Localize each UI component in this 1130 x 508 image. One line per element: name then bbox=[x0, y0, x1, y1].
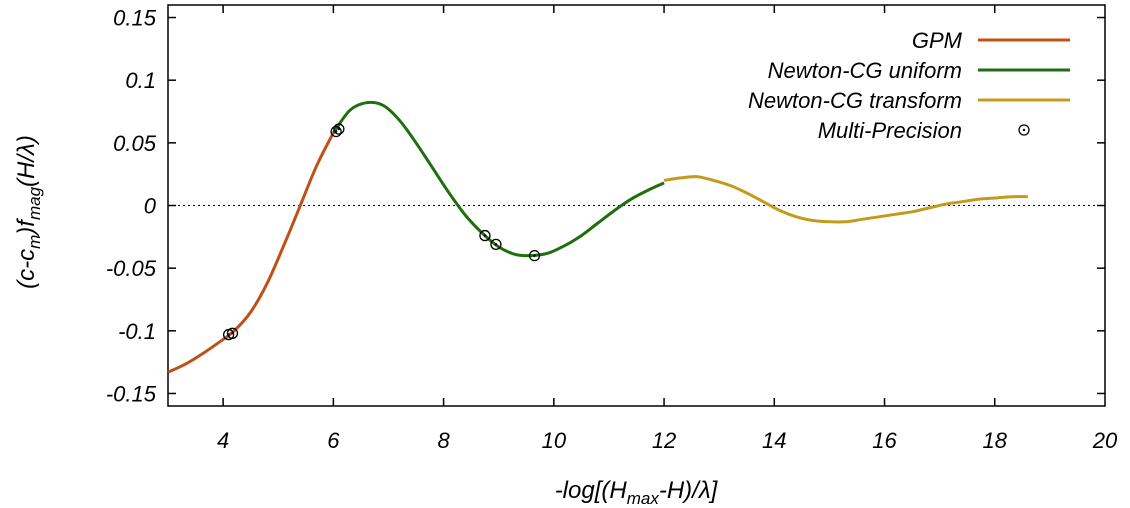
y-label-p1: (c-c bbox=[13, 249, 40, 289]
x-tick-label: 14 bbox=[762, 428, 786, 453]
x-label-sub: max bbox=[627, 489, 660, 508]
legend-label-gpm: GPM bbox=[912, 28, 963, 53]
y-tick-label: -0.1 bbox=[118, 319, 156, 344]
x-tick-label: 6 bbox=[327, 428, 340, 453]
y-axis-label: (c-cm)fmag(H/λ) bbox=[13, 135, 44, 289]
x-tick-label: 16 bbox=[872, 428, 897, 453]
series-multi-precision-point bbox=[490, 238, 502, 250]
y-label-s1: m bbox=[25, 235, 44, 249]
y-tick-label: 0 bbox=[144, 194, 157, 219]
axis-ticks: 4 6 8 10 12 14 16 18 20 0.15 0.1 0.05 0 -0.05 -0.1 -0.1… bbox=[106, 5, 1118, 453]
x-tick-label: 10 bbox=[542, 428, 567, 453]
y-tick-label: 0.05 bbox=[113, 131, 157, 156]
y-tick-label: 0.15 bbox=[113, 6, 157, 31]
y-label-s2: mag bbox=[25, 186, 44, 220]
legend-label-newton-cg-uniform: Newton-CG uniform bbox=[768, 58, 962, 83]
legend: GPM Newton-CG uniform Newton-CG transform M… bbox=[748, 28, 1070, 143]
series-multi-precision-point bbox=[333, 123, 345, 135]
x-tick-label: 8 bbox=[437, 428, 450, 453]
legend-swatch-multi-precision bbox=[1018, 124, 1030, 136]
x-label-suffix: -H)/λ] bbox=[659, 477, 719, 504]
x-tick-label: 18 bbox=[983, 428, 1008, 453]
legend-label-multi-precision: Multi-Precision bbox=[818, 118, 962, 143]
series-newton-cg-uniform-line bbox=[332, 100, 665, 258]
x-tick-label: 4 bbox=[217, 428, 229, 453]
x-axis-label: -log[(Hmax-H)/λ] bbox=[555, 477, 719, 508]
y-label-p3: (H/λ) bbox=[13, 135, 40, 187]
x-tick-label: 12 bbox=[652, 428, 676, 453]
x-tick-label: 20 bbox=[1092, 428, 1118, 453]
x-label-prefix: -log[(H bbox=[555, 477, 628, 504]
series-multi-precision-point bbox=[226, 327, 239, 339]
y-label-p2: )f bbox=[13, 218, 40, 238]
series-gpm-line bbox=[167, 132, 335, 374]
legend-label-newton-cg-transform: Newton-CG transform bbox=[748, 88, 962, 113]
series-newton-cg-transform-line bbox=[663, 175, 1028, 224]
series-layer bbox=[167, 100, 1028, 374]
series-multi-precision-point bbox=[528, 249, 541, 262]
series-multi-precision-point bbox=[479, 229, 491, 242]
y-tick-label: 0.1 bbox=[125, 68, 156, 93]
y-tick-label: -0.05 bbox=[106, 256, 157, 281]
y-tick-label: -0.15 bbox=[106, 381, 157, 406]
